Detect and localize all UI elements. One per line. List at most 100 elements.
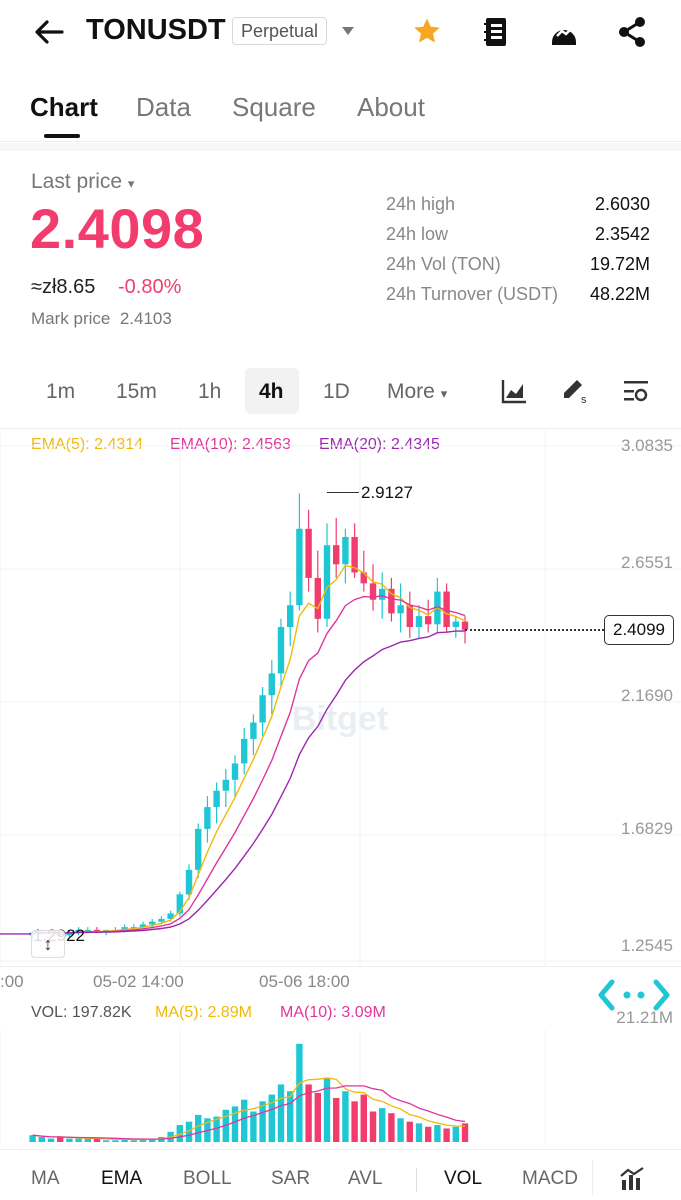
volume-bar (323, 1077, 331, 1142)
y-axis-label: 2.6551 (621, 553, 673, 572)
indicator-chart-icon[interactable] (619, 1166, 645, 1192)
ema20-line (32, 630, 466, 934)
candle-body (176, 894, 183, 914)
volume-bar (121, 1138, 128, 1142)
notebook-icon[interactable] (482, 16, 510, 48)
stat-24h-low-label: 24h low (386, 224, 449, 244)
volume-bar (406, 1121, 413, 1142)
volume-bar (29, 1135, 36, 1142)
volume-bar (222, 1109, 229, 1142)
x-axis-label: 05-02 14:00 (93, 972, 184, 991)
candle-body (360, 572, 367, 584)
active-tab-indicator (44, 134, 80, 138)
volume-bar (93, 1138, 101, 1142)
x-axis-line (0, 966, 681, 967)
candle-body (323, 545, 331, 619)
vol-ma10-line (32, 1085, 466, 1140)
back-arrow-icon[interactable] (34, 18, 64, 46)
stat-24h-vol-value: 19.72M (589, 254, 650, 274)
volume-bar (149, 1138, 156, 1142)
stat-24h-low-value: 2.3542 (594, 224, 650, 244)
last-price-label[interactable]: Last price ▾ (31, 170, 135, 193)
interval-1h[interactable]: 1h (198, 380, 222, 403)
volume-bar (434, 1125, 441, 1142)
candle-body (415, 616, 423, 628)
volume-bar (296, 1043, 303, 1142)
candle-body (204, 807, 211, 829)
candle-body (369, 583, 377, 600)
volume-bar (213, 1116, 220, 1142)
candle-body (461, 621, 469, 630)
last-price-value: 2.4098 (30, 197, 205, 260)
indicator-avl[interactable]: AVL (348, 1168, 383, 1189)
top-bar: TONUSDT Perpetual (0, 0, 681, 66)
x-axis-label: 05-06 18:00 (259, 972, 350, 991)
ema5-label: EMA(5): 2.4314 (31, 436, 144, 453)
ema10-label: EMA(10): 2.4563 (170, 436, 291, 453)
expand-icon[interactable]: ↕ (31, 930, 65, 958)
fullscreen-toggle-icon[interactable] (598, 978, 670, 1012)
indicator-bar-divider (0, 1149, 681, 1150)
volume-bar (287, 1091, 294, 1142)
tab-chart[interactable]: Chart (30, 92, 98, 122)
volume-bar (388, 1113, 395, 1142)
volume-bar (84, 1138, 91, 1142)
candle-body (443, 591, 450, 628)
svg-text:s: s (581, 394, 587, 404)
current-price-tag[interactable]: 2.4099 (604, 615, 674, 645)
indicator-ema[interactable]: EMA (101, 1168, 143, 1189)
indicator-macd[interactable]: MACD (522, 1168, 578, 1189)
indicator-vol[interactable]: VOL (444, 1168, 483, 1189)
candlestick-chart[interactable]: Bitget (0, 430, 681, 1000)
interval-more[interactable]: More ▾ (387, 380, 448, 403)
volume-bar (351, 1101, 358, 1142)
candle-body (305, 528, 312, 578)
high-marker-line (327, 492, 359, 493)
copy-trade-icon[interactable] (548, 16, 580, 48)
chart-type-icon[interactable] (501, 378, 527, 404)
candle-body (149, 921, 156, 925)
tab-square[interactable]: Square (232, 92, 316, 122)
candle-body (222, 779, 229, 791)
caret-down-icon[interactable] (341, 26, 355, 36)
tab-about[interactable]: About (357, 92, 425, 122)
candle-body (185, 869, 193, 895)
candle-body (66, 932, 73, 936)
main-tabs: Chart Data Square About (0, 84, 681, 142)
vol-ma10-label: MA(10): 3.09M (280, 1004, 386, 1021)
volume-bar (231, 1106, 239, 1142)
candle-body (130, 927, 137, 929)
candle-body (425, 616, 432, 625)
candle-body (287, 605, 294, 628)
tab-data[interactable]: Data (136, 92, 191, 122)
candle-body (213, 790, 220, 808)
stat-24h-high-label: 24h high (386, 194, 456, 214)
indicator-boll[interactable]: BOLL (183, 1168, 232, 1189)
volume-bar (195, 1114, 202, 1142)
star-favorite-icon[interactable] (412, 16, 442, 46)
volume-bar (139, 1138, 147, 1142)
candle-body (277, 627, 285, 674)
share-icon[interactable] (617, 16, 647, 48)
indicator-ma[interactable]: MA (31, 1168, 60, 1189)
volume-bar (185, 1121, 193, 1142)
stat-24h-vol-label: 24h Vol (TON) (386, 254, 501, 274)
interval-15m[interactable]: 15m (116, 380, 157, 403)
symbol-title[interactable]: TONUSDT (86, 14, 226, 46)
volume-bar (461, 1123, 469, 1142)
volume-bar (415, 1123, 423, 1142)
stat-24h-turnover-label: 24h Turnover (USDT) (386, 284, 559, 304)
interval-4h[interactable]: 4h (259, 380, 284, 403)
price-change-percent: -0.80% (118, 276, 182, 298)
candle-body (195, 828, 202, 870)
interval-1d[interactable]: 1D (323, 380, 350, 403)
candle-body (158, 918, 165, 922)
candle-body (231, 763, 239, 780)
drawing-tools-icon[interactable]: s (560, 376, 590, 404)
indicator-sar[interactable]: SAR (271, 1168, 311, 1189)
indicator-settings-icon[interactable] (622, 378, 650, 404)
volume-bar (443, 1128, 450, 1142)
candle-body (397, 605, 404, 614)
interval-1m[interactable]: 1m (46, 380, 76, 403)
volume-bar (57, 1136, 64, 1142)
